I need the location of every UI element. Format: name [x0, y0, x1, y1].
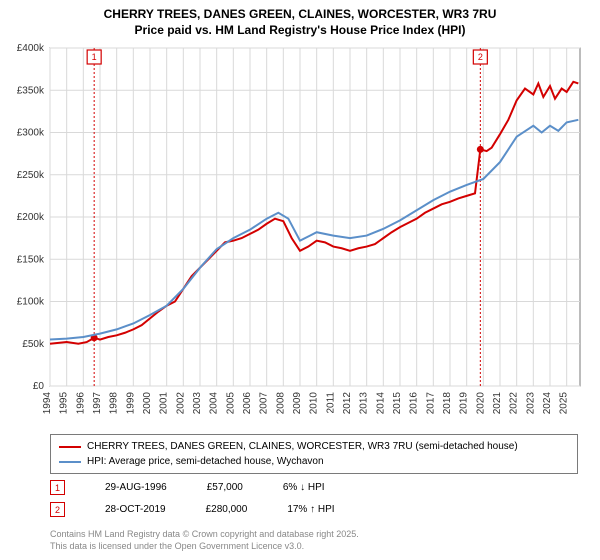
title-line1: CHERRY TREES, DANES GREEN, CLAINES, WORC…	[104, 7, 497, 21]
svg-text:£250k: £250k	[17, 170, 45, 181]
svg-text:2014: 2014	[375, 392, 386, 415]
svg-text:2015: 2015	[392, 392, 403, 415]
svg-text:2004: 2004	[209, 392, 220, 415]
sale-delta: 6% ↓ HPI	[283, 482, 325, 493]
svg-text:£400k: £400k	[17, 43, 45, 54]
svg-text:1999: 1999	[125, 392, 136, 415]
svg-text:1996: 1996	[75, 392, 86, 415]
chart-plot: £0£50k£100k£150k£200k£250k£300k£350k£400…	[50, 48, 580, 386]
svg-text:£100k: £100k	[17, 297, 45, 308]
credit-text: Contains HM Land Registry data © Crown c…	[50, 528, 359, 552]
sale-callout-1: 1 29-AUG-1996 £57,000 6% ↓ HPI	[50, 480, 325, 495]
legend-swatch-red	[59, 446, 81, 448]
legend-row-price-paid: CHERRY TREES, DANES GREEN, CLAINES, WORC…	[59, 439, 569, 454]
svg-text:£50k: £50k	[22, 339, 45, 350]
svg-text:2001: 2001	[159, 392, 170, 415]
svg-text:2016: 2016	[409, 392, 420, 415]
svg-text:2023: 2023	[525, 392, 536, 415]
svg-text:£300k: £300k	[17, 128, 45, 139]
svg-text:1998: 1998	[109, 392, 120, 415]
svg-text:£150k: £150k	[17, 254, 45, 265]
legend-row-hpi: HPI: Average price, semi-detached house,…	[59, 454, 569, 469]
svg-text:2002: 2002	[175, 392, 186, 415]
marker-icon: 2	[50, 502, 65, 517]
svg-text:2024: 2024	[542, 392, 553, 415]
legend-box: CHERRY TREES, DANES GREEN, CLAINES, WORC…	[50, 434, 578, 474]
svg-text:2019: 2019	[459, 392, 470, 415]
svg-text:2: 2	[478, 52, 483, 62]
chart-title: CHERRY TREES, DANES GREEN, CLAINES, WORC…	[0, 0, 600, 38]
svg-text:2012: 2012	[342, 392, 353, 415]
svg-text:2022: 2022	[509, 392, 520, 415]
svg-text:2020: 2020	[475, 392, 486, 415]
svg-text:2018: 2018	[442, 392, 453, 415]
legend-label-2: HPI: Average price, semi-detached house,…	[87, 454, 324, 469]
svg-text:1997: 1997	[92, 392, 103, 415]
sale-callout-2: 2 28-OCT-2019 £280,000 17% ↑ HPI	[50, 502, 335, 517]
svg-text:2025: 2025	[559, 392, 570, 415]
legend-swatch-blue	[59, 461, 81, 463]
svg-text:2000: 2000	[142, 392, 153, 415]
svg-text:2010: 2010	[309, 392, 320, 415]
legend-label-1: CHERRY TREES, DANES GREEN, CLAINES, WORC…	[87, 439, 518, 454]
svg-text:2008: 2008	[275, 392, 286, 415]
svg-text:2005: 2005	[225, 392, 236, 415]
svg-text:1994: 1994	[42, 392, 53, 415]
svg-text:£0: £0	[33, 381, 45, 392]
svg-text:£350k: £350k	[17, 85, 45, 96]
svg-text:2003: 2003	[192, 392, 203, 415]
sale-date: 29-AUG-1996	[105, 482, 167, 493]
svg-text:2009: 2009	[292, 392, 303, 415]
svg-text:2021: 2021	[492, 392, 503, 415]
sale-price: £280,000	[206, 504, 248, 515]
sale-date: 28-OCT-2019	[105, 504, 166, 515]
svg-text:2006: 2006	[242, 392, 253, 415]
svg-text:2013: 2013	[359, 392, 370, 415]
svg-text:1995: 1995	[59, 392, 70, 415]
marker-icon: 1	[50, 480, 65, 495]
svg-text:2011: 2011	[325, 392, 336, 414]
title-line2: Price paid vs. HM Land Registry's House …	[135, 23, 466, 37]
svg-text:2007: 2007	[259, 392, 270, 415]
svg-text:2017: 2017	[425, 392, 436, 415]
svg-text:£200k: £200k	[17, 212, 45, 223]
svg-text:1: 1	[92, 52, 97, 62]
sale-price: £57,000	[207, 482, 243, 493]
sale-delta: 17% ↑ HPI	[287, 504, 334, 515]
